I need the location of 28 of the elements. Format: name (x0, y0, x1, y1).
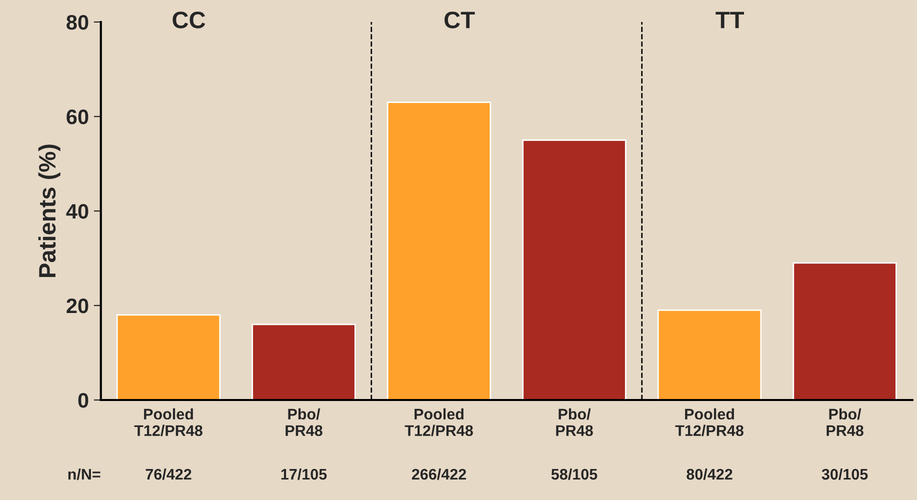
x-tick-label: Pooled T12/PR48 (675, 408, 744, 436)
text: 266/422 (412, 468, 466, 480)
y-axis-title: Patients (%) (38, 144, 60, 277)
bar (657, 310, 762, 400)
y-tick-label: 0 (78, 393, 88, 408)
bar (116, 314, 221, 400)
bar (522, 139, 626, 400)
bar (386, 102, 492, 400)
x-tick-label: Pooled T12/PR48 (134, 408, 202, 436)
text: 58/105 (551, 468, 598, 480)
x-tick-label: Pooled T12/PR48 (404, 408, 473, 436)
annotation: TT (716, 12, 744, 28)
bar (252, 324, 356, 400)
bar (792, 262, 897, 400)
text: 76/422 (146, 468, 192, 480)
x-tick-label: Pbo/ PR48 (556, 408, 593, 436)
text: 80/422 (686, 468, 732, 480)
text: n/N= (68, 468, 100, 480)
y-tick-label: 40 (66, 204, 88, 219)
annotation: CT (444, 12, 475, 28)
y-tick-label: 20 (66, 298, 88, 314)
y-tick-label: 80 (66, 15, 88, 30)
y-tick-label: 60 (66, 110, 88, 124)
text: 17/105 (281, 468, 327, 480)
text: 30/105 (822, 468, 868, 480)
x-tick-label: Pbo/ PR48 (286, 408, 322, 436)
annotation: CC (172, 12, 206, 28)
x-tick-label: Pbo/ PR48 (826, 408, 864, 436)
